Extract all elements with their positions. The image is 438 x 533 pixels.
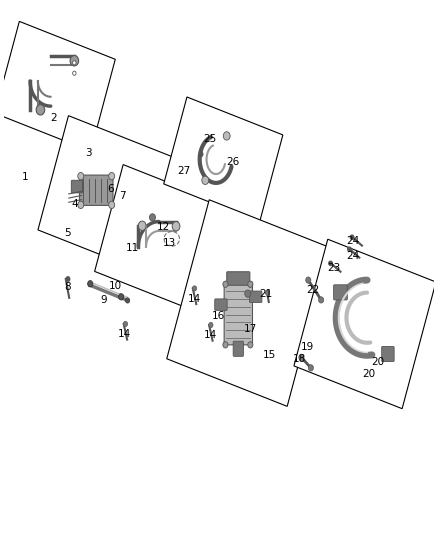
Text: 23: 23 (328, 263, 341, 273)
Text: 3: 3 (85, 148, 92, 158)
Circle shape (223, 342, 228, 348)
Text: 12: 12 (156, 222, 170, 232)
FancyBboxPatch shape (381, 346, 394, 361)
Circle shape (318, 297, 324, 303)
Text: 19: 19 (300, 343, 314, 352)
Text: 27: 27 (177, 166, 191, 176)
Text: 2: 2 (50, 112, 57, 123)
Polygon shape (167, 200, 330, 406)
Circle shape (73, 61, 76, 65)
Text: 11: 11 (126, 243, 139, 253)
Text: 14: 14 (118, 329, 131, 340)
Text: 5: 5 (64, 228, 71, 238)
Text: 20: 20 (371, 357, 385, 367)
Text: 24: 24 (346, 237, 360, 246)
Circle shape (125, 298, 130, 303)
Text: 10: 10 (109, 281, 122, 292)
Circle shape (66, 277, 70, 281)
Circle shape (109, 173, 115, 180)
Text: 1: 1 (21, 172, 28, 182)
Circle shape (223, 132, 230, 140)
Circle shape (123, 321, 127, 327)
Circle shape (306, 277, 311, 283)
Circle shape (73, 71, 76, 75)
Circle shape (192, 286, 197, 291)
Text: 26: 26 (226, 157, 239, 167)
FancyBboxPatch shape (250, 291, 262, 303)
Circle shape (138, 221, 146, 230)
Circle shape (78, 201, 84, 208)
Text: 4: 4 (71, 199, 78, 209)
Circle shape (202, 176, 208, 184)
Text: 14: 14 (204, 330, 217, 341)
Text: 14: 14 (187, 294, 201, 304)
Circle shape (109, 201, 115, 208)
Circle shape (208, 322, 213, 328)
Circle shape (199, 151, 203, 157)
Text: 13: 13 (163, 238, 176, 248)
FancyBboxPatch shape (224, 281, 252, 345)
Circle shape (348, 247, 351, 252)
Circle shape (88, 280, 93, 287)
FancyBboxPatch shape (233, 341, 244, 357)
Text: 25: 25 (203, 134, 216, 143)
FancyBboxPatch shape (215, 299, 227, 310)
Polygon shape (164, 97, 283, 222)
Circle shape (149, 214, 155, 221)
Circle shape (119, 294, 124, 300)
Text: 7: 7 (119, 191, 126, 201)
Text: 18: 18 (293, 354, 306, 365)
FancyBboxPatch shape (227, 272, 250, 285)
Text: 17: 17 (244, 324, 257, 334)
Circle shape (308, 365, 314, 371)
Text: 9: 9 (101, 295, 107, 305)
FancyBboxPatch shape (79, 175, 113, 205)
Polygon shape (294, 239, 436, 409)
Circle shape (350, 235, 354, 239)
Text: 16: 16 (212, 311, 225, 321)
Polygon shape (0, 21, 115, 151)
Circle shape (36, 104, 45, 115)
Circle shape (78, 173, 84, 180)
Polygon shape (95, 165, 223, 311)
Circle shape (223, 281, 228, 287)
Circle shape (70, 55, 79, 66)
FancyBboxPatch shape (71, 180, 82, 193)
Circle shape (248, 281, 253, 287)
Text: 21: 21 (260, 289, 273, 299)
Text: 24: 24 (346, 251, 360, 261)
Circle shape (245, 290, 251, 297)
Text: 20: 20 (363, 369, 376, 378)
Text: 15: 15 (263, 350, 276, 360)
Text: 8: 8 (64, 282, 71, 293)
Circle shape (299, 354, 304, 360)
FancyBboxPatch shape (334, 285, 347, 300)
Circle shape (172, 222, 180, 231)
Circle shape (329, 261, 332, 265)
Circle shape (265, 290, 270, 295)
Circle shape (248, 342, 253, 348)
Text: 22: 22 (306, 285, 319, 295)
Polygon shape (38, 116, 173, 271)
Text: 6: 6 (107, 184, 114, 194)
